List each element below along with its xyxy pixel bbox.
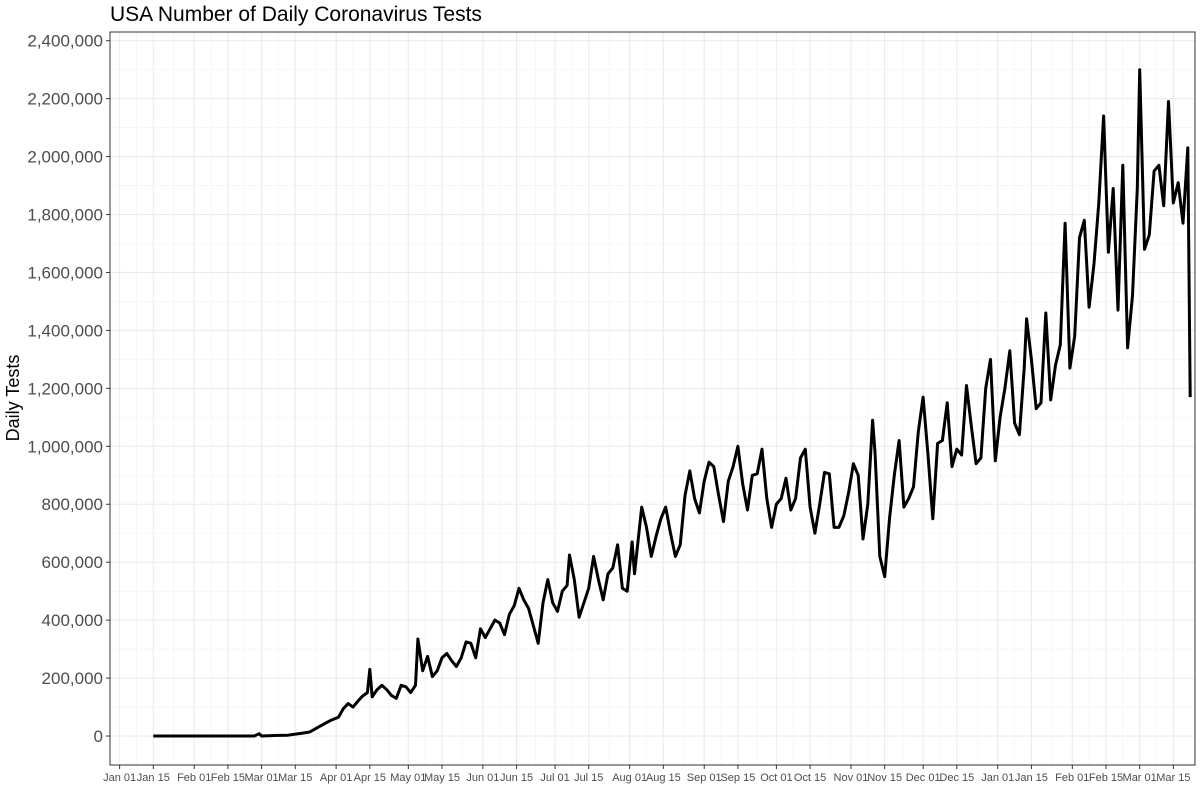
y-tick-label: 1,400,000 bbox=[27, 321, 103, 340]
x-tick-label: Aug 01 bbox=[612, 772, 647, 784]
x-tick-label: Mar 15 bbox=[1156, 772, 1190, 784]
x-tick-label: Dec 01 bbox=[906, 772, 941, 784]
x-tick-label: Sep 01 bbox=[687, 772, 722, 784]
y-tick-label: 0 bbox=[94, 727, 103, 746]
x-tick-label: Jan 01 bbox=[981, 772, 1014, 784]
x-tick-label: Feb 15 bbox=[1089, 772, 1123, 784]
series-line-0 bbox=[153, 68, 1192, 738]
x-tick-label: Jul 15 bbox=[574, 772, 603, 784]
x-tick-label: Jul 01 bbox=[540, 772, 569, 784]
y-tick-label: 1,000,000 bbox=[27, 437, 103, 456]
x-tick-label: Aug 15 bbox=[646, 772, 681, 784]
x-tick-label: Mar 15 bbox=[278, 772, 312, 784]
x-tick-label: Mar 01 bbox=[1123, 772, 1157, 784]
y-tick-label: 2,400,000 bbox=[27, 32, 103, 51]
x-tick-label: Mar 01 bbox=[244, 772, 278, 784]
x-tick-label: May 01 bbox=[390, 772, 426, 784]
x-tick-label: Apr 01 bbox=[320, 772, 352, 784]
x-tick-label: Oct 15 bbox=[794, 772, 826, 784]
chart-title: USA Number of Daily Coronavirus Tests bbox=[110, 3, 482, 26]
x-tick-label: May 15 bbox=[424, 772, 460, 784]
plot-panel bbox=[109, 31, 1196, 766]
x-tick-label: Jan 15 bbox=[137, 772, 170, 784]
x-tick-label: Jan 01 bbox=[103, 772, 136, 784]
x-tick-label: Feb 15 bbox=[211, 772, 245, 784]
y-tick-label: 2,000,000 bbox=[27, 148, 103, 167]
y-tick-label: 200,000 bbox=[42, 669, 103, 688]
y-axis-label: Daily Tests bbox=[3, 355, 23, 442]
y-tick-label: 1,800,000 bbox=[27, 206, 103, 225]
x-tick-label: Nov 15 bbox=[867, 772, 902, 784]
x-tick-label: Oct 01 bbox=[760, 772, 792, 784]
x-tick-label: Feb 01 bbox=[177, 772, 211, 784]
x-tick-label: Dec 15 bbox=[939, 772, 974, 784]
x-tick-label: Jun 15 bbox=[500, 772, 533, 784]
x-tick-label: Feb 01 bbox=[1055, 772, 1089, 784]
y-tick-label: 400,000 bbox=[42, 611, 103, 630]
y-tick-label: 1,600,000 bbox=[27, 263, 103, 282]
x-tick-label: Apr 15 bbox=[354, 772, 386, 784]
y-tick-label: 1,200,000 bbox=[27, 379, 103, 398]
y-tick-label: 2,200,000 bbox=[27, 90, 103, 109]
x-tick-label: Jun 01 bbox=[466, 772, 499, 784]
x-tick-label: Nov 01 bbox=[834, 772, 869, 784]
y-axis-ticks: 0 200,000 400,000 600,000 800,000 1,000,000 1,… bbox=[27, 32, 110, 746]
plot-border bbox=[109, 31, 1196, 766]
x-tick-label: Sep 15 bbox=[720, 772, 755, 784]
y-tick-label: 600,000 bbox=[42, 553, 103, 572]
plot-background bbox=[110, 32, 1195, 765]
x-tick-label: Jan 15 bbox=[1015, 772, 1048, 784]
x-axis-ticks: Jan 01 Jan 15 Feb 01 Feb 15 Mar 01 Mar 15 Apr … bbox=[103, 765, 1190, 784]
y-tick-label: 800,000 bbox=[42, 495, 103, 514]
